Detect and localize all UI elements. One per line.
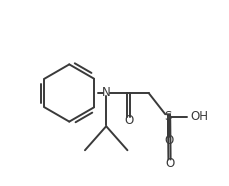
Text: S: S — [164, 110, 172, 124]
Text: N: N — [102, 86, 111, 100]
Text: O: O — [164, 134, 174, 147]
Text: OH: OH — [191, 110, 209, 124]
Text: O: O — [165, 157, 174, 170]
Text: O: O — [124, 114, 133, 127]
